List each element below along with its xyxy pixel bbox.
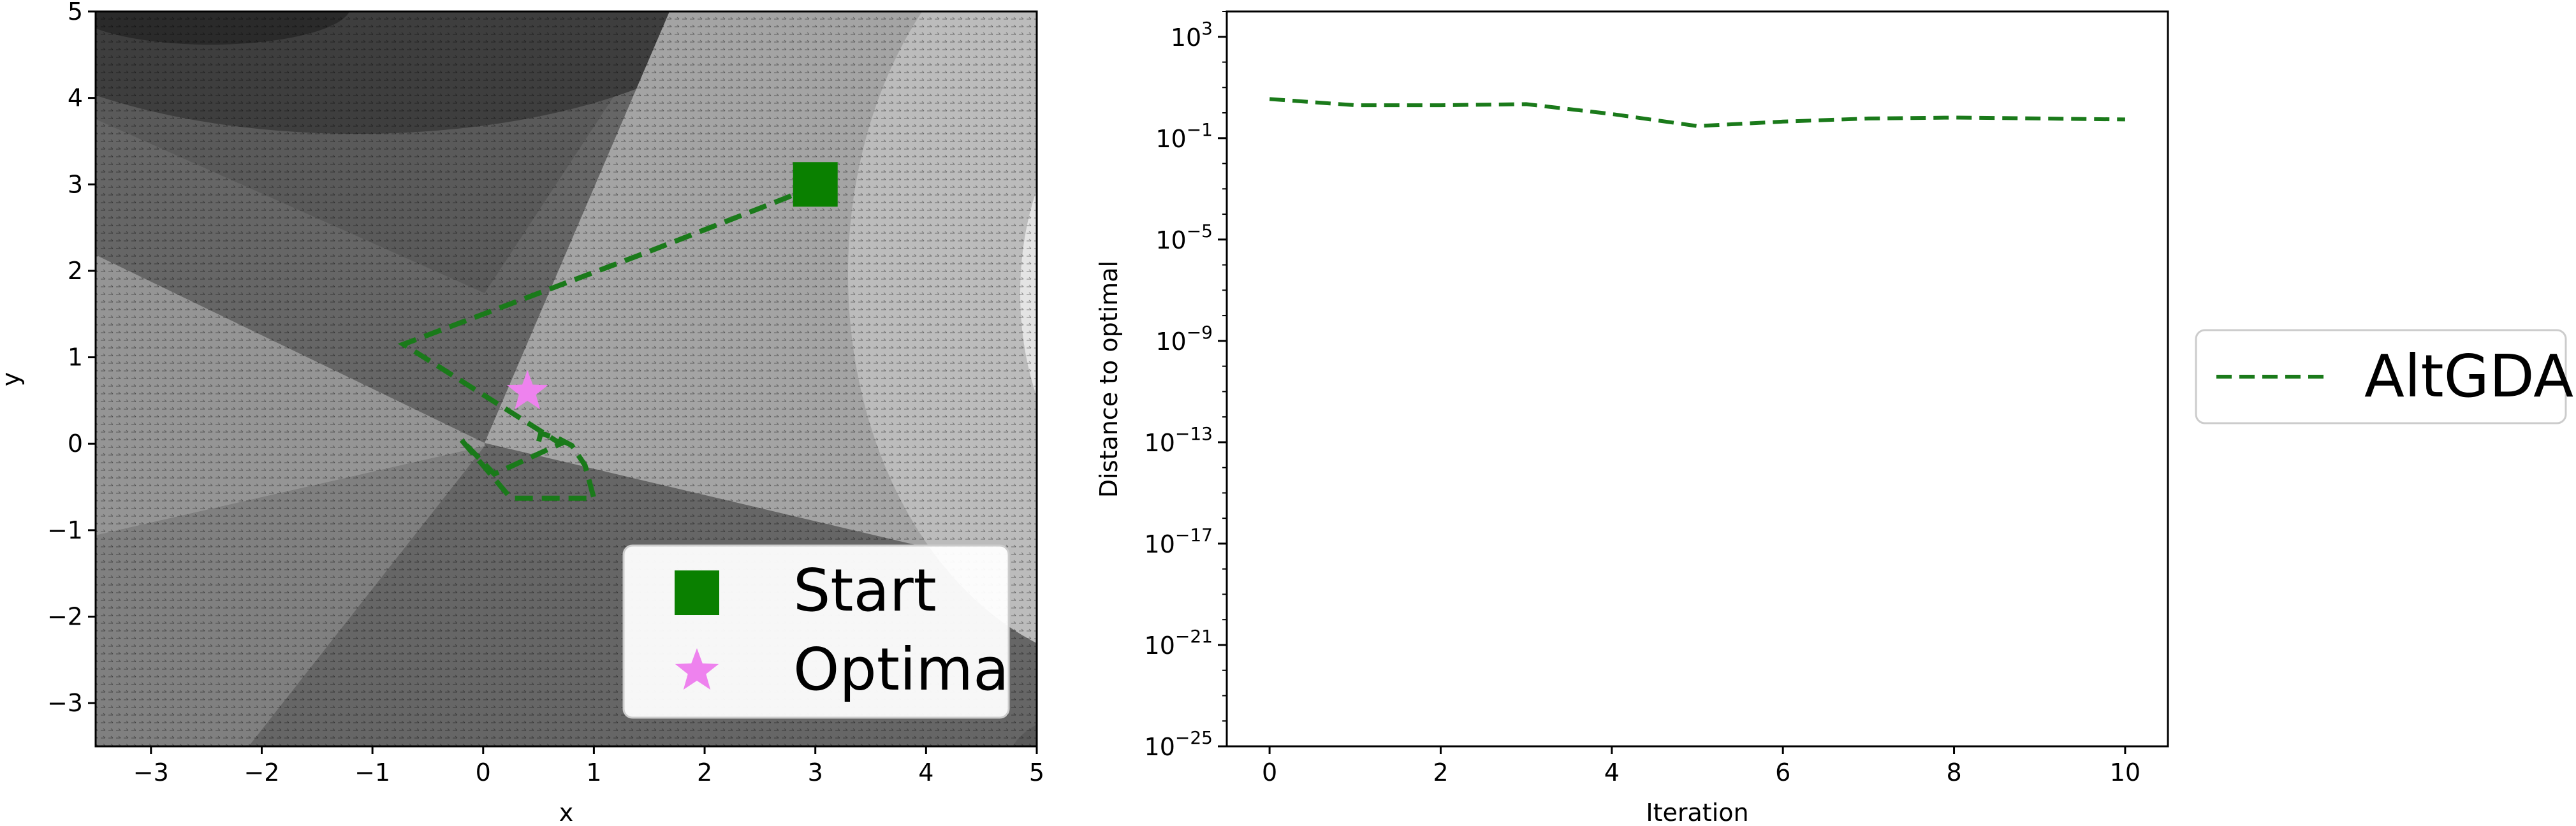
left-ticks: −3 −2 −1 0 1 2 3 4 5 −3 −2 −1 0 1 2 3 4 5: [47, 0, 1044, 786]
legend-optima-label: Optima: [793, 635, 1009, 704]
left-y-tick-label: 1: [68, 344, 83, 372]
left-y-tick-label: 2: [68, 257, 83, 285]
right-x-tick-label: 10: [2110, 758, 2141, 786]
left-x-tick-label: 4: [918, 758, 933, 786]
right-x-tick-label: 8: [1946, 758, 1961, 786]
vector-field-plot: −3 −2 −1 0 1 2 3 4 5 −3 −2 −1 0 1 2 3 4 5 x y Start Optim…: [0, 0, 1044, 826]
right-legend: AltGDA: [2195, 329, 2573, 424]
left-plot-frame: [94, 10, 1038, 748]
right-y-tick-label: 10−5: [1155, 221, 1213, 254]
right-y-tick-label: 10−1: [1155, 119, 1213, 153]
legend-altgda-label: AltGDA: [2364, 342, 2573, 410]
legend-start-label: Start: [793, 556, 937, 625]
right-y-axis-label: Distance to optimal: [1095, 261, 1123, 498]
right-y-tick-label: 10−25: [1145, 727, 1213, 761]
right-x-tick-label: 2: [1433, 758, 1448, 786]
right-y-tick-label: 10−13: [1145, 423, 1213, 457]
right-x-tick-label: 6: [1775, 758, 1790, 786]
left-x-tick-label: −3: [133, 758, 169, 786]
right-y-tick-label: 10−17: [1145, 525, 1213, 558]
optima-marker: [506, 370, 548, 410]
left-legend-box: [622, 544, 1010, 719]
left-y-tick-label: −3: [47, 689, 83, 717]
series-line-altgda: [1269, 97, 2125, 128]
distance-plot: 0 2 4 6 8 10 103 10−1 10−5 10−9 10−13 10−17 10−21 10−…: [1095, 10, 2573, 826]
left-x-tick-label: 1: [586, 758, 601, 786]
left-y-tick-label: 5: [68, 0, 83, 25]
left-y-tick-label: 0: [68, 430, 83, 458]
left-x-tick-label: −2: [244, 758, 279, 786]
left-x-tick-label: 3: [808, 758, 823, 786]
left-y-tick-label: 3: [68, 170, 83, 198]
left-legend: Start Optima: [622, 544, 1010, 719]
right-x-axis-label: Iteration: [1646, 799, 1748, 826]
left-x-tick-label: 5: [1029, 758, 1044, 786]
right-x-tick-label: 4: [1604, 758, 1620, 786]
left-x-tick-label: 0: [476, 758, 491, 786]
left-y-axis-label: y: [0, 372, 25, 387]
legend-start-swatch: [675, 570, 719, 615]
legend-optima-swatch: [675, 648, 719, 690]
start-marker: [793, 162, 838, 207]
right-plot-frame: [1226, 10, 2169, 748]
right-plot-background: [1227, 11, 2168, 746]
right-y-tick-label: 10−9: [1155, 322, 1213, 356]
right-y-tick-label: 103: [1171, 18, 1213, 52]
right-legend-box: [2195, 329, 2567, 424]
left-y-tick-label: 4: [68, 84, 83, 112]
left-x-tick-label: 2: [697, 758, 712, 786]
trajectory-line: [397, 182, 817, 501]
right-y-tick-label: 10−21: [1145, 626, 1213, 660]
contour-background: [96, 11, 1037, 746]
left-x-tick-label: −1: [355, 758, 390, 786]
left-y-tick-label: −1: [47, 516, 83, 544]
left-y-tick-label: −2: [47, 603, 83, 631]
left-x-axis-label: x: [559, 799, 574, 826]
right-ticks: 0 2 4 6 8 10 103 10−1 10−5 10−9 10−13 10−17 10−21 10−…: [1145, 11, 2141, 786]
right-x-tick-label: 0: [1262, 758, 1277, 786]
